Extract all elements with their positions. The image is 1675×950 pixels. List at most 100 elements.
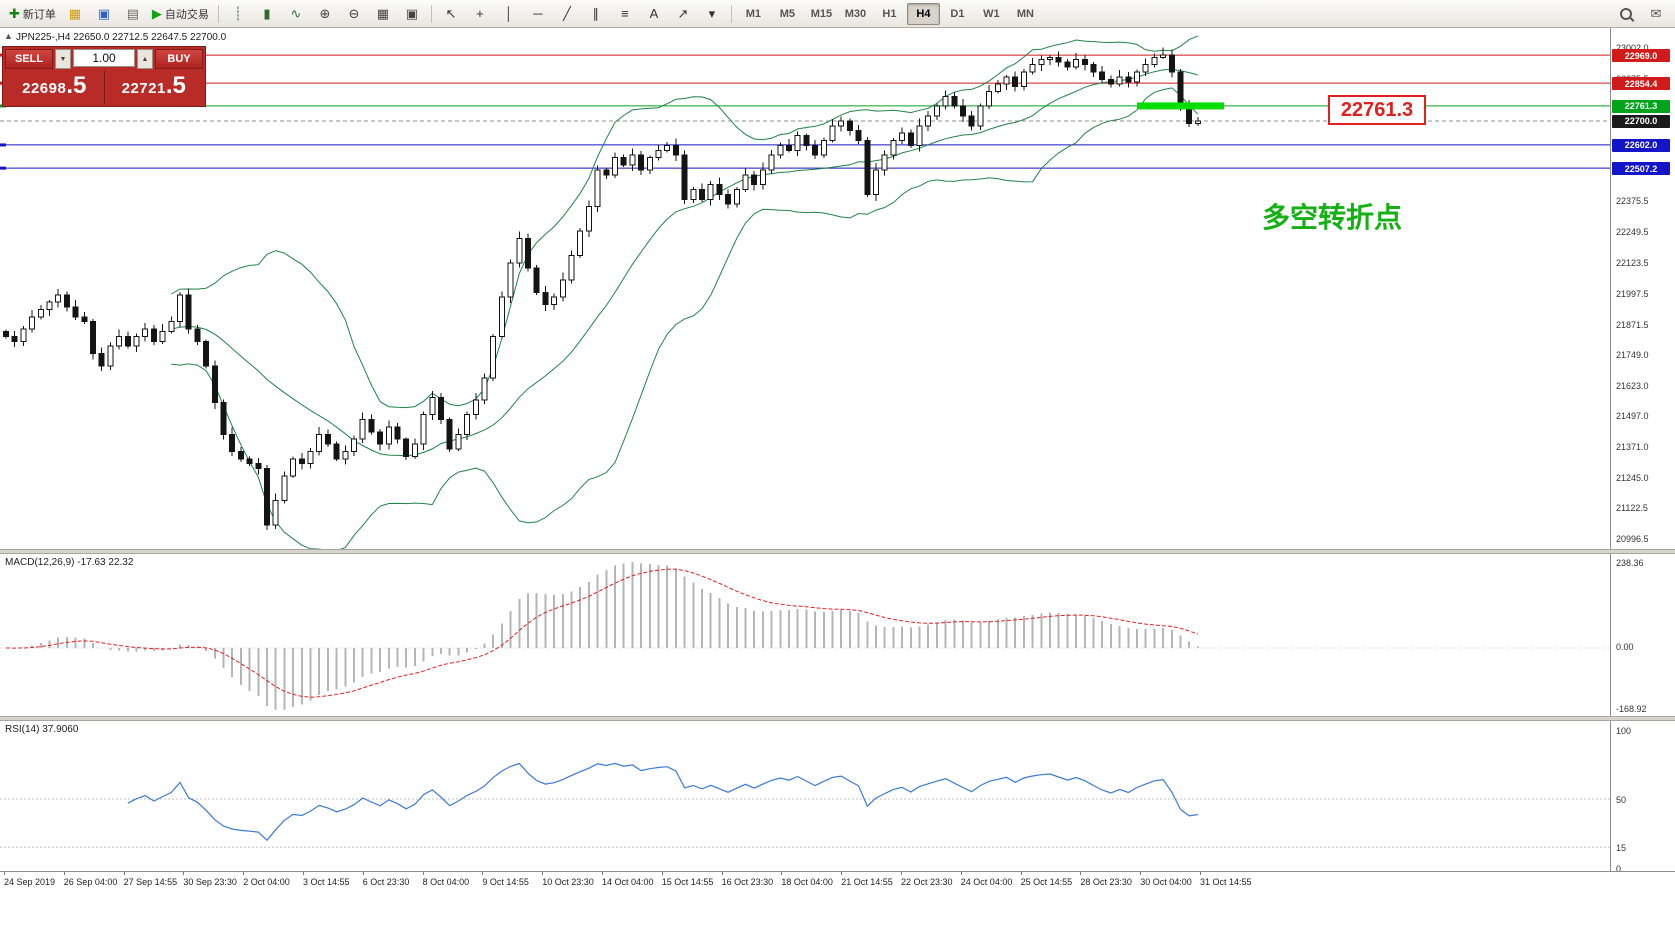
channel-icon[interactable]: ∥ — [582, 2, 610, 26]
price-badge-22969.0: 22969.0 — [1612, 49, 1670, 63]
buy-price-frac: .5 — [165, 72, 186, 99]
horizontal-line-icon[interactable]: ─ — [524, 2, 552, 26]
time-label: 30 Sep 23:30 — [183, 877, 237, 887]
one-click-collapse-arrow[interactable]: ▲ — [4, 31, 13, 41]
trendline-icon[interactable]: ╱ — [553, 2, 581, 26]
toolbar-group-right: ✉ — [1612, 2, 1670, 26]
rsi-indicator-pane[interactable] — [0, 721, 1610, 871]
time-label: 3 Oct 14:55 — [303, 877, 350, 887]
autotrading-button[interactable]: ▶ 自动交易 — [148, 2, 213, 26]
time-label: 15 Oct 14:55 — [661, 877, 714, 887]
time-tick — [901, 872, 902, 875]
chart-profiles-icon[interactable]: ▦ — [61, 2, 89, 26]
highlighted-level-segment[interactable] — [1137, 102, 1224, 110]
new-order-button[interactable]: ✚ 新订单 — [5, 2, 60, 26]
text-icon[interactable]: A — [640, 2, 668, 26]
indicators-icon[interactable]: ▣ — [398, 2, 426, 26]
sell-price[interactable]: 22698 .5 — [5, 71, 104, 104]
cursor-icon-glyph: ↖ — [445, 6, 457, 21]
zoom-out-icon-glyph: ⊖ — [348, 6, 360, 21]
time-label: 24 Oct 04:00 — [960, 877, 1013, 887]
time-tick — [63, 872, 65, 875]
toolbar-group-timeframes: M1 M5 M15 M30 H1 H4 D1 W1 MN — [737, 2, 1042, 25]
pane-divider[interactable] — [0, 549, 1675, 554]
community-icon[interactable]: ✉ — [1642, 2, 1670, 26]
vertical-line-icon[interactable]: │ — [495, 2, 523, 26]
time-label: 6 Oct 23:30 — [362, 877, 410, 887]
time-label: 24 Sep 2019 — [4, 877, 56, 887]
fibonacci-icon[interactable]: ≡ — [611, 2, 639, 26]
time-label: 14 Oct 04:00 — [602, 877, 654, 887]
autotrading-button-glyph: ▶ — [151, 6, 162, 21]
timeframe-h1-button[interactable]: H1 — [882, 7, 897, 20]
search-icon-glyph — [1620, 7, 1632, 20]
buy-button[interactable]: BUY — [155, 49, 203, 69]
rsi-axis-label: 100 — [1616, 726, 1632, 736]
toolbar-group-charts: ┊ ▮ ∿ ⊕ ⊖ ▦ ▣ — [224, 2, 426, 26]
volume-decrease-button[interactable]: ▼ — [55, 49, 71, 69]
volume-increase-button[interactable]: ▲ — [137, 49, 153, 69]
volume-input[interactable] — [73, 49, 135, 67]
timeframe-w1-button[interactable]: W1 — [983, 7, 1000, 20]
price-tick: 23002.0 — [1616, 43, 1649, 53]
crosshair-icon[interactable]: + — [466, 2, 494, 26]
rsi-axis-label: 50 — [1616, 795, 1627, 805]
shapes-dropdown-icon-glyph: ▾ — [708, 6, 716, 21]
time-tick — [1140, 872, 1142, 875]
time-tick — [303, 872, 304, 875]
time-label: 9 Oct 14:55 — [482, 877, 529, 887]
timeframe-m1-button[interactable]: M1 — [745, 7, 762, 20]
timeframe-m15-button[interactable]: M15 — [810, 7, 833, 20]
shapes-dropdown-icon[interactable]: ▾ — [698, 2, 726, 26]
macd-axis-label: 0.00 — [1616, 642, 1634, 652]
price-badge-22602.0: 22602.0 — [1612, 138, 1670, 152]
price-tick: 22249.5 — [1616, 227, 1649, 238]
time-axis[interactable]: 24 Sep 2019 26 Sep 04:00 27 Sep 14:55 30 Se… — [0, 871, 1675, 893]
main-price-chart[interactable] — [0, 28, 1610, 549]
market-watch-icon[interactable]: ▣ — [90, 2, 118, 26]
cursor-icon[interactable]: ↖ — [437, 2, 465, 26]
time-label: 21 Oct 14:55 — [841, 877, 893, 887]
timeframe-m5-button[interactable]: M5 — [779, 7, 796, 20]
time-tick — [661, 872, 663, 875]
tile-windows-icon[interactable]: ▦ — [369, 2, 397, 26]
macd-indicator-pane[interactable] — [0, 554, 1610, 716]
zoom-out-icon[interactable]: ⊖ — [340, 2, 368, 26]
data-window-icon-glyph: ▤ — [126, 6, 140, 21]
time-tick — [960, 872, 962, 875]
time-tick — [542, 872, 544, 875]
pane-divider[interactable] — [0, 716, 1675, 721]
data-window-icon[interactable]: ▤ — [119, 2, 147, 26]
timeframe-m30-button[interactable]: M30 — [844, 7, 867, 20]
price-badge-22854.4: 22854.4 — [1612, 77, 1670, 91]
price-tick: 21871.5 — [1616, 319, 1649, 330]
time-label: 2 Oct 04:00 — [243, 877, 290, 887]
price-badge-22700.0: 22700.0 — [1612, 114, 1670, 128]
toolbar-group-line-studies: ↖ + │ ─ ╱ ∥ ≡ A ↗ ▾ — [437, 2, 726, 26]
arrow-tool-icon[interactable]: ↗ — [669, 2, 697, 26]
indicators-icon-glyph: ▣ — [405, 6, 419, 21]
time-tick — [781, 872, 783, 875]
price-axis[interactable]: 23002.022875.522375.522249.522123.521997… — [1610, 28, 1675, 874]
time-label: 18 Oct 04:00 — [781, 877, 833, 887]
candlestick-chart-icon[interactable]: ▮ — [253, 2, 281, 26]
timeframe-h4-button[interactable]: H4 — [906, 2, 940, 25]
new-order-button-label: 新订单 — [22, 8, 56, 21]
bar-chart-icon[interactable]: ┊ — [224, 2, 252, 26]
time-tick — [123, 872, 125, 875]
line-chart-icon[interactable]: ∿ — [282, 2, 310, 26]
timeframe-d1-button[interactable]: D1 — [950, 7, 965, 20]
community-icon-glyph: ✉ — [1650, 6, 1662, 21]
buy-price[interactable]: 22721 .5 — [103, 71, 204, 104]
time-tick — [841, 872, 843, 875]
sell-button[interactable]: SELL — [5, 49, 53, 69]
price-level-label[interactable]: 22761.3 — [1328, 95, 1426, 125]
rsi-axis-label: 0 — [1616, 864, 1622, 874]
zoom-in-icon[interactable]: ⊕ — [311, 2, 339, 26]
timeframe-mn-button[interactable]: MN — [1016, 7, 1034, 20]
toolbar-separator — [730, 4, 732, 23]
price-badge-22507.2: 22507.2 — [1612, 162, 1670, 176]
time-label: 26 Sep 04:00 — [63, 877, 118, 887]
search-icon[interactable] — [1612, 2, 1640, 26]
time-tick — [422, 872, 424, 875]
